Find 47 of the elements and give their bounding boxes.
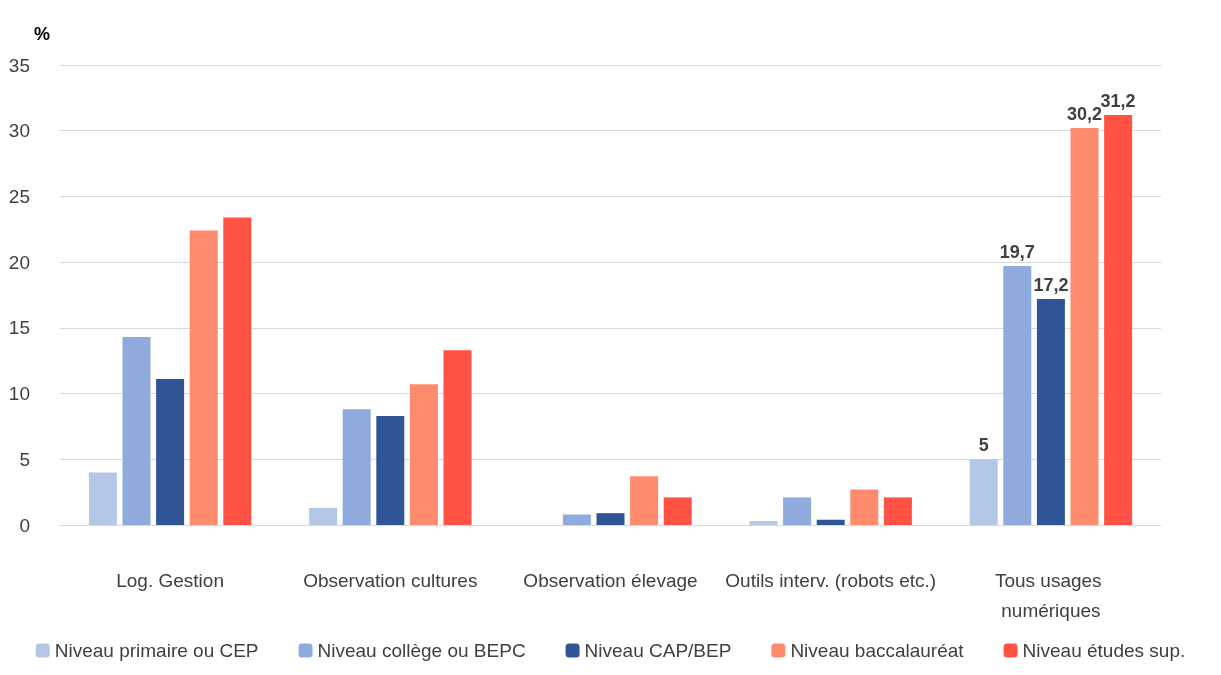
bar	[562, 514, 591, 525]
bar	[630, 476, 659, 525]
bar	[1036, 298, 1065, 525]
bar	[189, 230, 218, 525]
y-tick-label: 35	[8, 54, 30, 76]
bar	[749, 521, 778, 525]
bar	[596, 513, 625, 525]
y-tick-label: 15	[8, 317, 30, 339]
bar	[309, 507, 338, 525]
data-label: 5	[978, 435, 989, 456]
bar	[376, 415, 405, 525]
legend-label: Niveau collège ou BEPC	[317, 640, 526, 661]
data-label: 19,7	[999, 242, 1035, 263]
bar	[223, 217, 252, 525]
bar	[969, 459, 998, 525]
y-axis-title: %	[33, 24, 50, 44]
data-label: 17,2	[1033, 274, 1069, 295]
bar	[1104, 114, 1133, 525]
bar	[1070, 128, 1099, 525]
legend-label: Niveau baccalauréat	[790, 640, 965, 661]
y-tick-label: 25	[8, 185, 30, 207]
bar	[409, 384, 438, 525]
data-label: 31,2	[1100, 90, 1136, 111]
bar	[443, 350, 472, 525]
y-tick-label: 5	[19, 448, 30, 470]
x-tick-label: Outils interv. (robots etc.)	[725, 569, 937, 591]
y-tick-label: 30	[8, 120, 30, 142]
y-tick-label: 10	[8, 383, 30, 405]
x-tick-label: Observation cultures	[303, 569, 478, 591]
bar	[122, 337, 151, 525]
y-tick-label: 0	[19, 514, 30, 536]
bar	[850, 489, 879, 525]
bar	[342, 409, 371, 525]
bar	[783, 497, 812, 525]
legend-label: Niveau primaire ou CEP	[54, 640, 259, 661]
legend-label: Niveau CAP/BEP	[584, 640, 732, 661]
x-tick-label: Log. Gestion	[116, 569, 224, 591]
bar	[883, 497, 912, 525]
bar	[1003, 266, 1032, 525]
bar	[156, 379, 185, 525]
x-tick-label: Observation élevage	[523, 569, 698, 591]
bar	[816, 519, 845, 525]
bar	[88, 472, 117, 525]
y-tick-label: 20	[8, 251, 30, 273]
legend-label: Niveau études sup.	[1022, 640, 1186, 661]
bar	[663, 497, 692, 525]
x-tick-label: Tous usages numériques	[994, 569, 1107, 621]
